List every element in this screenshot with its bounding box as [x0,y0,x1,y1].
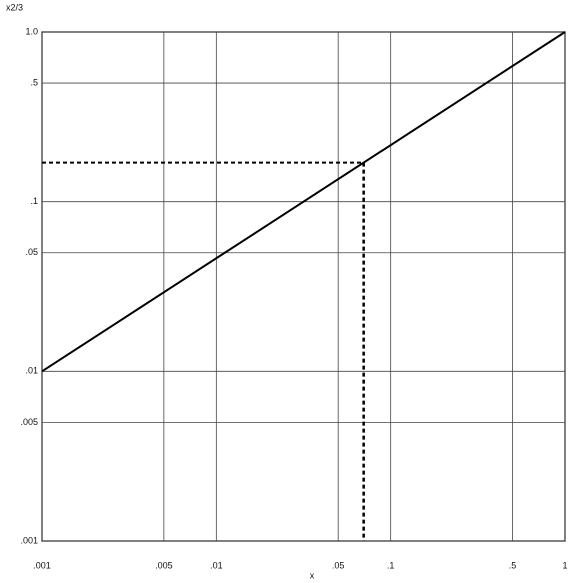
data-line [41,31,566,373]
x-axis-title: x [310,570,315,580]
x-tick-label: .005 [155,560,173,570]
x-tick-label: .1 [387,560,395,570]
y-axis-title: x2/3 [6,2,23,12]
y-tick-label: 1.0 [25,26,38,36]
y-tick-label: .5 [30,77,38,87]
y-tick-label: .1 [30,196,38,206]
plot-frame [41,31,566,542]
y-tick-label: .05 [25,247,38,257]
x-tick-label: .001 [33,560,51,570]
y-tick-label: .01 [25,366,38,376]
x-tick-label: 1 [562,560,567,570]
x-tick-label: .5 [509,560,517,570]
y-tick-label: .005 [20,417,38,427]
x-tick-label: .05 [332,560,345,570]
y-tick-label: .001 [20,535,38,545]
x-tick-label: .01 [210,560,223,570]
